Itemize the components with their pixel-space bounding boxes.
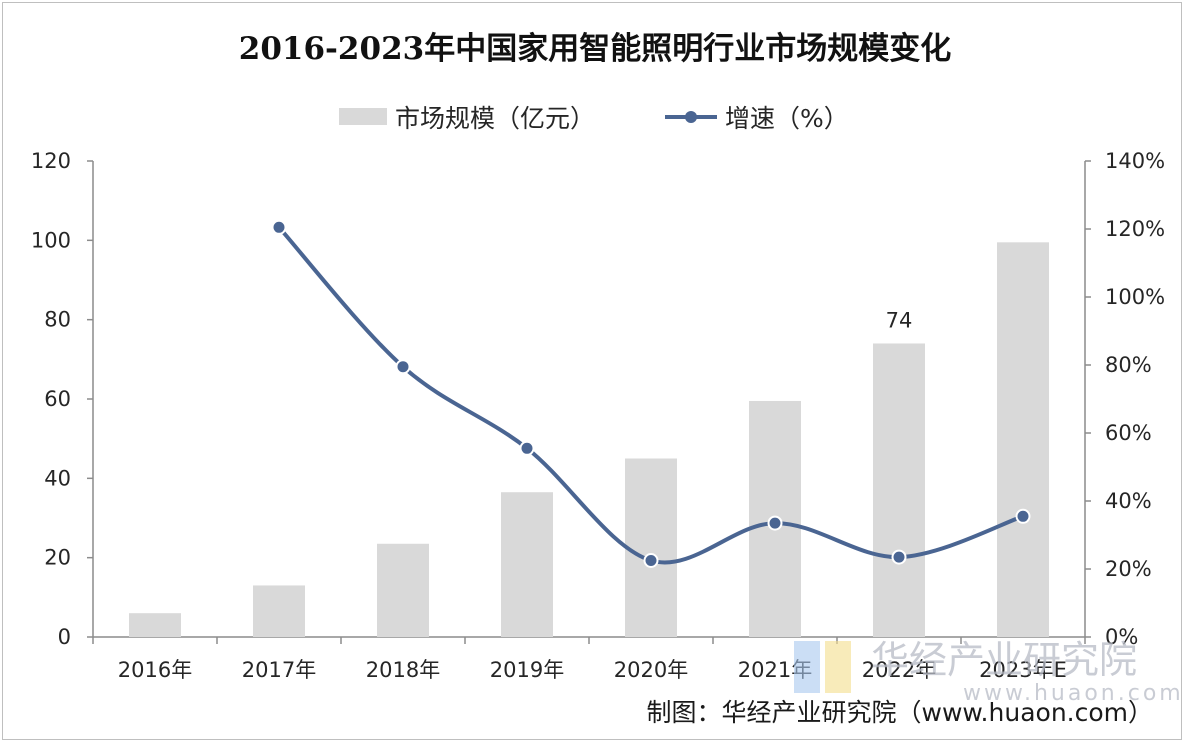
- bar: [253, 585, 305, 637]
- bar: [625, 458, 677, 637]
- watermark: 华经产业研究院 www.huaon.com: [794, 638, 1183, 706]
- source-note: 制图：华经产业研究院（www.huaon.com）: [647, 698, 1153, 727]
- x-tick-label: 2019年: [490, 658, 564, 682]
- growth-point: [1015, 508, 1031, 524]
- legend: 市场规模（亿元） 增速（%）: [339, 104, 849, 133]
- x-tick-label: 2020年: [614, 658, 688, 682]
- y-left-tick-label: 40: [44, 466, 71, 490]
- bar-data-label: 74: [886, 308, 913, 332]
- x-tick-label: 2023年E: [979, 658, 1067, 682]
- growth-point: [891, 549, 907, 565]
- y-right-tick-label: 120%: [1105, 217, 1165, 241]
- growth-point: [395, 359, 411, 375]
- legend-line-marker: [685, 111, 697, 123]
- watermark-name: 华经产业研究院: [871, 638, 1137, 682]
- y-left-tick-label: 80: [44, 308, 71, 332]
- x-tick-label: 2017年: [242, 658, 316, 682]
- growth-point: [767, 515, 783, 531]
- chart-title: 2016-2023年中国家用智能照明行业市场规模变化: [239, 31, 951, 67]
- y-left-tick-label: 0: [58, 625, 71, 649]
- y-right-tick-label: 0%: [1105, 625, 1138, 649]
- bar: [997, 242, 1049, 638]
- growth-point: [643, 553, 659, 568]
- y-right-tick-label: 100%: [1105, 285, 1165, 309]
- x-tick-label: 2022年: [862, 658, 936, 682]
- bar-series: [129, 242, 1049, 638]
- data-labels: 74: [886, 308, 913, 332]
- y-right-tick-label: 80%: [1105, 353, 1152, 377]
- y-right-tick-label: 20%: [1105, 557, 1152, 581]
- line-series: [271, 219, 1031, 568]
- chart: 2016-2023年中国家用智能照明行业市场规模变化 市场规模（亿元） 增速（%…: [31, 31, 1183, 727]
- x-tick-label: 2018年: [366, 658, 440, 682]
- y-right-tick-label: 40%: [1105, 489, 1152, 513]
- watermark-url: www.huaon.com: [963, 681, 1183, 706]
- axes: 0 20 40 60 80 100 120 0% 20% 40% 60% 80% 100% 120% 140…: [31, 149, 1165, 682]
- legend-bar-label: 市场规模（亿元）: [395, 104, 595, 133]
- x-tick-label: 2016年: [118, 658, 192, 682]
- y-left-tick-label: 100: [31, 228, 71, 252]
- bar: [129, 613, 181, 637]
- y-right-tick-label: 60%: [1105, 421, 1152, 445]
- growth-point: [519, 440, 535, 456]
- y-right-tick-label: 140%: [1105, 149, 1165, 173]
- legend-bar-swatch: [339, 108, 387, 125]
- growth-point: [271, 219, 287, 235]
- bar: [501, 492, 553, 637]
- y-left-tick-label: 120: [31, 149, 71, 173]
- legend-line-label: 增速（%）: [725, 104, 849, 133]
- bar: [377, 543, 429, 637]
- watermark-logo-yellow: [825, 641, 851, 693]
- watermark-logo-blue: [794, 641, 820, 693]
- bar: [873, 343, 925, 637]
- y-left-tick-label: 20: [44, 546, 71, 570]
- y-left-tick-label: 60: [44, 387, 71, 411]
